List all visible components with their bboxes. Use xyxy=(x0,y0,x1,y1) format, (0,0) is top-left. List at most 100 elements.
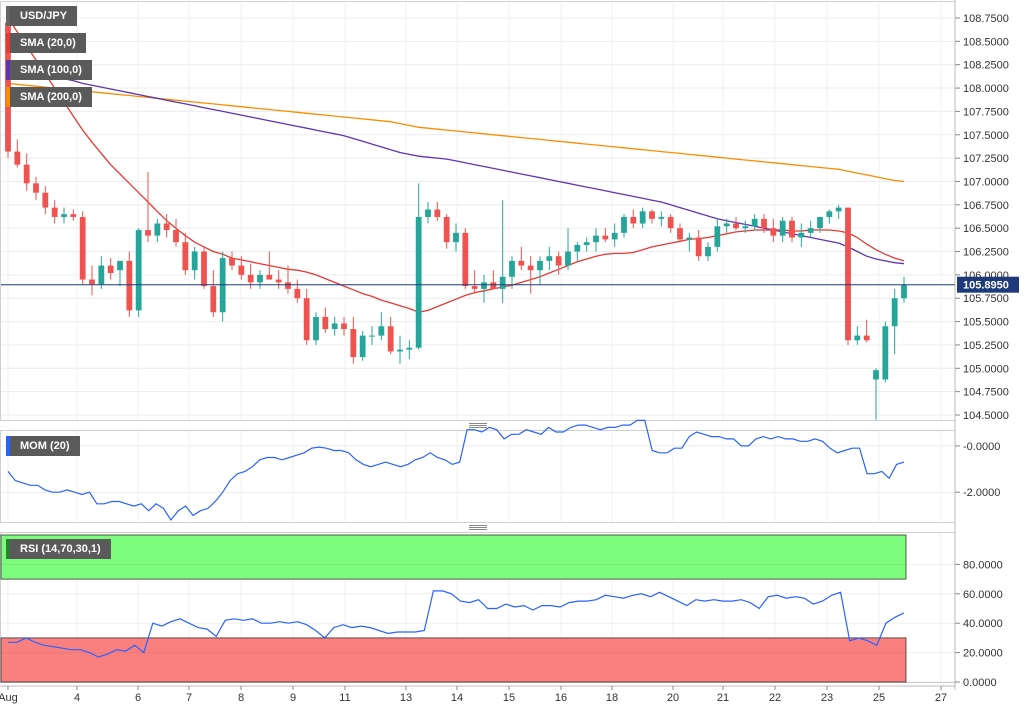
candle-body xyxy=(462,232,469,287)
price-tick-label: 106.7500 xyxy=(963,200,1009,212)
candle-body xyxy=(33,183,39,193)
candle xyxy=(378,312,385,341)
candle-body xyxy=(387,326,394,352)
candle xyxy=(14,139,21,168)
rsi-overbought-zone xyxy=(0,534,907,580)
candle-body xyxy=(565,251,571,266)
candle-body xyxy=(518,260,525,266)
candle xyxy=(723,218,730,233)
price-tick-label: 108.0000 xyxy=(963,83,1009,95)
candle-body xyxy=(770,228,777,236)
candle xyxy=(42,186,49,215)
candle xyxy=(826,209,833,224)
candle-body xyxy=(51,207,58,217)
candle-body xyxy=(70,214,77,217)
candle-body xyxy=(714,226,721,247)
price-tick-label: 107.5000 xyxy=(963,130,1009,142)
candle-body xyxy=(89,279,95,285)
candle xyxy=(23,153,30,191)
candle xyxy=(742,220,749,233)
candle-body xyxy=(807,228,814,233)
candle-body xyxy=(397,349,403,352)
candle xyxy=(294,279,301,303)
pane-resize-handle-2[interactable] xyxy=(469,525,487,530)
candle xyxy=(621,214,627,238)
candle xyxy=(845,207,851,345)
candle-body xyxy=(593,235,599,243)
pane-frame-1 xyxy=(0,430,956,523)
price-tick-label: 106.5000 xyxy=(963,223,1009,235)
candle xyxy=(70,209,77,221)
price-tick-label: 108.5000 xyxy=(963,36,1009,48)
candle xyxy=(649,209,655,224)
time-tick-label: 8 xyxy=(238,692,244,704)
candle-body xyxy=(285,282,291,289)
candle-body xyxy=(873,370,879,380)
candle xyxy=(611,223,618,247)
candle-body xyxy=(817,216,823,229)
candle-body xyxy=(443,216,450,243)
candle-body xyxy=(61,214,67,217)
candle-body xyxy=(667,216,674,229)
candle-body xyxy=(705,246,711,257)
candle xyxy=(266,251,273,280)
candle xyxy=(359,330,366,361)
candle xyxy=(397,335,403,364)
candle-body xyxy=(331,323,338,330)
candle-body xyxy=(901,284,907,299)
candle-body xyxy=(98,265,105,285)
candle-body xyxy=(154,223,161,236)
price-tick-label: 105.0000 xyxy=(963,363,1009,375)
candle-body xyxy=(378,326,385,336)
candle-body xyxy=(481,282,487,289)
candle-body xyxy=(639,211,646,224)
candle-body xyxy=(779,220,786,236)
candle xyxy=(443,214,450,249)
candle-body xyxy=(751,218,758,227)
candle-body xyxy=(303,298,310,341)
candle-body xyxy=(882,326,889,380)
candle xyxy=(583,237,590,252)
candle-body xyxy=(313,316,319,341)
candle-body xyxy=(201,251,207,287)
candle-body xyxy=(294,288,301,299)
price-tick-label: 104.5000 xyxy=(963,410,1009,422)
candle-body xyxy=(723,223,730,227)
candle xyxy=(285,265,291,294)
candle-body xyxy=(247,274,254,283)
candle xyxy=(789,216,795,243)
candle xyxy=(658,211,665,227)
candle-body xyxy=(621,216,627,233)
candle-body xyxy=(107,265,114,274)
candle xyxy=(481,274,487,303)
candle-body xyxy=(546,256,553,261)
candle xyxy=(387,316,394,355)
rsi-legend: RSI (14,70,30,1) xyxy=(6,539,111,559)
candle xyxy=(341,316,347,336)
candle-body xyxy=(630,216,637,224)
price-tick-label: 105.7500 xyxy=(963,293,1009,305)
candle-body xyxy=(789,220,795,238)
mom-tick-label: -0.0000 xyxy=(963,441,1000,453)
candle xyxy=(667,214,674,233)
candle-body xyxy=(406,347,413,350)
last-price-badge xyxy=(957,276,1019,293)
candle xyxy=(117,260,123,287)
candle xyxy=(779,216,786,243)
pane-resize-handle-1[interactable] xyxy=(469,423,487,428)
candle xyxy=(770,218,777,243)
sma200-legend: SMA (200,0) xyxy=(6,87,92,107)
time-tick-label: 22 xyxy=(769,692,781,704)
candle-body xyxy=(359,335,366,358)
price-tick-label: 107.2500 xyxy=(963,153,1009,165)
candle xyxy=(229,251,235,271)
candle xyxy=(565,228,571,271)
candle xyxy=(173,218,179,247)
candle-body xyxy=(583,242,590,245)
candle xyxy=(61,207,67,224)
candle xyxy=(863,319,870,343)
candle-body xyxy=(182,242,189,271)
candle-body xyxy=(733,223,739,229)
candle-body xyxy=(135,230,142,311)
candle xyxy=(453,223,459,252)
